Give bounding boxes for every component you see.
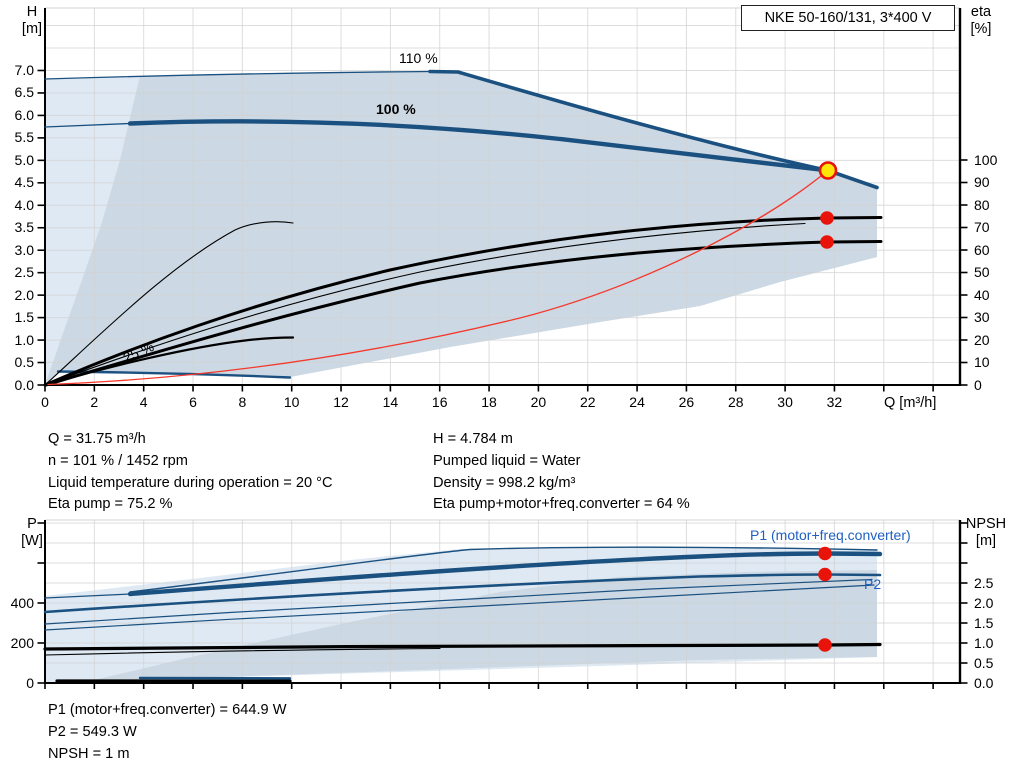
- tick-label: 6.5: [14, 84, 34, 101]
- tick-label: 2.0: [14, 286, 34, 303]
- tick-label: 18: [481, 394, 497, 410]
- tick-label: 14: [382, 394, 399, 410]
- tick-label: 2.5: [14, 264, 34, 281]
- tick-label: 5.5: [14, 129, 34, 146]
- duty-eta-pump: Eta pump = 75.2 %: [48, 496, 173, 513]
- result-p1: P1 (motor+freq.converter) = 644.9 W: [48, 702, 287, 718]
- tick-label: 2: [90, 394, 99, 410]
- tick-label: 30: [974, 309, 990, 325]
- tick-label: 60: [974, 241, 990, 258]
- duty-info-left: Q = 31.75 m³/h n = 101 % / 1452 rpm Liqu…: [48, 429, 333, 516]
- tick-label: 0.0: [14, 376, 34, 393]
- duty-density: Density = 998.2 kg/m³: [433, 474, 576, 491]
- results-block: P1 (motor+freq.converter) = 644.9 W P2 =…: [48, 700, 286, 765]
- tick-label: 16: [431, 394, 448, 410]
- tick-label: 400: [10, 594, 34, 611]
- tick-label: 1.0: [974, 634, 994, 651]
- h-axis-title: H [m]: [21, 4, 43, 37]
- duty-n: n = 101 % / 1452 rpm: [48, 452, 188, 469]
- tick-label: 0: [974, 376, 982, 393]
- tick-label: 10: [283, 394, 300, 410]
- curve-label-110: 110 %: [399, 50, 438, 66]
- tick-label: 0.5: [14, 354, 34, 371]
- tick-label: 26: [678, 394, 695, 410]
- tick-label: 7.0: [14, 61, 34, 78]
- eta-axis-title: eta [%]: [970, 4, 992, 37]
- tick-label: 3.5: [14, 219, 34, 236]
- duty-eta-total: Eta pump+motor+freq.converter = 64 %: [433, 496, 690, 513]
- q-axis-title: Q [m³/h]: [884, 395, 937, 411]
- tick-label: 20: [530, 394, 547, 410]
- tick-label: 1.5: [974, 614, 994, 631]
- duty-temperature: Liquid temperature during operation = 20…: [48, 474, 333, 491]
- tick-label: 8: [238, 394, 247, 410]
- duty-h: H = 4.784 m: [433, 431, 513, 447]
- result-p2: P2 = 549.3 W: [48, 723, 137, 740]
- curve-label-p1: P1 (motor+freq.converter): [750, 527, 911, 543]
- tick-label: 4.0: [14, 196, 34, 213]
- tick-label: 0.5: [974, 654, 994, 671]
- tick-label: 20: [974, 331, 990, 348]
- duty-q: Q = 31.75 m³/h: [48, 431, 146, 447]
- tick-label: 200: [10, 634, 34, 651]
- tick-label: 30: [777, 394, 793, 410]
- tick-label: 1.0: [14, 331, 34, 348]
- tick-label: 90: [974, 174, 990, 190]
- result-npsh: NPSH = 1 m: [48, 745, 130, 762]
- tick-label: 24: [629, 394, 645, 410]
- tick-label: 12: [333, 394, 349, 410]
- curve-label-p2: P2: [864, 576, 882, 592]
- duty-liquid: Pumped liquid = Water: [433, 452, 581, 469]
- tick-label: 2.0: [974, 594, 994, 611]
- tick-label: 4.5: [14, 174, 34, 191]
- duty-info-right: H = 4.784 m Pumped liquid = Water Densit…: [433, 429, 690, 516]
- tick-label: 28: [727, 394, 744, 410]
- tick-label: 0: [41, 394, 49, 410]
- tick-label: 2.5: [974, 574, 994, 591]
- tick-label: 50: [974, 264, 990, 280]
- pump-type-box: NKE 50-160/131, 3*400 V: [741, 5, 955, 31]
- tick-label: 5.0: [14, 151, 34, 168]
- tick-label: 1.5: [14, 309, 34, 326]
- npsh-axis-title: NPSH [m]: [965, 516, 1007, 549]
- tick-label: 6.0: [14, 106, 34, 123]
- tick-label: 100: [974, 151, 998, 168]
- tick-label: 80: [974, 196, 990, 213]
- tick-label: 70: [974, 219, 990, 235]
- tick-label: 4: [139, 394, 148, 410]
- tick-label: 10: [974, 354, 990, 370]
- tick-label: 32: [826, 394, 843, 410]
- tick-label: 0: [26, 674, 34, 691]
- tick-label: 22: [579, 394, 596, 410]
- p-axis-title: P [W]: [21, 516, 43, 549]
- tick-label: 3.0: [14, 241, 34, 258]
- tick-label: 40: [974, 286, 990, 303]
- curve-label-100: 100 %: [376, 101, 416, 117]
- tick-label: 0.0: [974, 674, 994, 691]
- tick-label: 6: [189, 394, 197, 410]
